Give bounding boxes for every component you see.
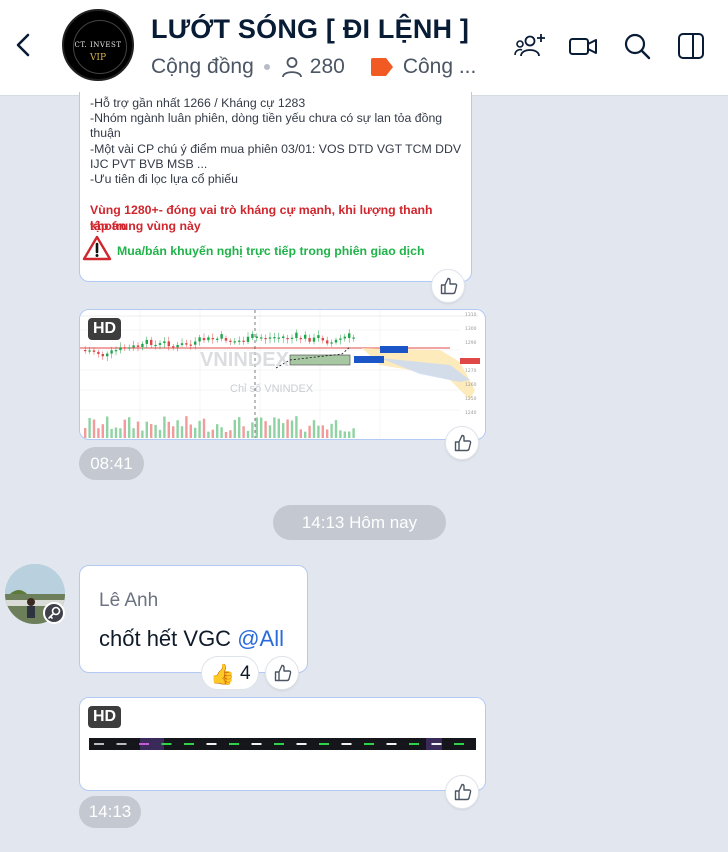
analysis-line: -Hỗ trợ gần nhất 1266 / Kháng cự 1283 xyxy=(90,96,306,110)
chat-header: CT. INVEST VIP LƯỚT SÓNG [ ĐI LỆNH ] Cộn… xyxy=(0,0,728,96)
video-call-icon[interactable] xyxy=(568,31,598,61)
like-button[interactable] xyxy=(445,775,479,809)
svg-text:1300: 1300 xyxy=(465,326,477,332)
group-avatar-line1: CT. INVEST xyxy=(74,41,122,49)
analysis-message[interactable]: -Hỗ trợ gần nhất 1266 / Kháng cự 1283 -N… xyxy=(79,92,472,282)
thumbs-up-icon xyxy=(454,434,472,452)
analysis-line: thuận xyxy=(90,126,121,140)
like-button[interactable] xyxy=(265,656,299,690)
resistance-note: Vùng 1280+- đóng vai trò kháng cự mạnh, … xyxy=(90,203,433,233)
hd-badge: HD xyxy=(88,706,122,728)
back-arrow-icon[interactable] xyxy=(12,30,36,60)
add-member-icon[interactable] xyxy=(514,31,548,61)
thumbs-up-icon xyxy=(274,664,292,682)
sidebar-panel-icon[interactable] xyxy=(676,31,706,61)
price-board-thumbnail xyxy=(80,698,484,789)
analysis-line: -Nhóm ngành luân phiên, dòng tiền yếu ch… xyxy=(90,111,443,125)
recommendation-note: Mua/bán khuyến nghị trực tiếp trong phiê… xyxy=(117,244,425,258)
svg-text:1290: 1290 xyxy=(465,340,477,346)
hd-badge: HD xyxy=(88,318,122,340)
chart-caption: Chỉ số VNINDEX xyxy=(230,383,314,395)
text-message[interactable]: Lê Anh chốt hết VGC @All xyxy=(79,565,308,673)
reaction-badge[interactable]: 👍 4 xyxy=(201,656,259,690)
analysis-line: IJC PVT BVB MSB ... xyxy=(90,157,208,171)
sender-name[interactable]: Lê Anh xyxy=(99,590,159,611)
day-separator: 14:13 Hôm nay xyxy=(273,505,446,540)
table-image-message[interactable]: HD xyxy=(79,697,486,791)
analysis-line: -Một vài CP chú ý điểm mua phiên 03/01: … xyxy=(90,142,462,156)
thumbs-up-icon xyxy=(440,277,458,295)
message-text: chốt hết VGC @All xyxy=(99,626,284,652)
message-time: 14:13 xyxy=(79,796,141,828)
member-icon[interactable] xyxy=(280,55,304,79)
message-body: chốt hết VGC xyxy=(99,626,238,651)
chart-image-message[interactable]: 1310 1300 1290 1270 1260 1250 1240 VNINDEX Ch… xyxy=(79,309,486,440)
chart-watermark: VNINDEX xyxy=(200,349,290,371)
group-subtitle: Cộng đồng 280 Công ... xyxy=(151,55,476,79)
admin-key-icon xyxy=(43,602,65,624)
separator-dot xyxy=(263,64,270,70)
thumbs-up-emoji: 👍 xyxy=(210,664,235,686)
svg-text:1240: 1240 xyxy=(465,410,477,416)
vnindex-chart-thumbnail: 1310 1300 1290 1270 1260 1250 1240 VNINDEX Ch… xyxy=(80,310,484,438)
like-button[interactable] xyxy=(431,269,465,303)
member-count[interactable]: 280 xyxy=(309,55,345,78)
mention-all[interactable]: @All xyxy=(237,626,284,651)
category-label[interactable]: Công ... xyxy=(402,55,477,78)
search-icon[interactable] xyxy=(622,31,652,61)
group-type: Cộng đồng xyxy=(151,55,254,78)
category-tag-icon xyxy=(370,58,393,76)
like-button[interactable] xyxy=(445,426,479,460)
svg-text:1270: 1270 xyxy=(465,368,477,374)
svg-text:1310: 1310 xyxy=(465,312,477,318)
svg-text:1250: 1250 xyxy=(465,396,477,402)
resistance-note: tập trung vùng này xyxy=(90,219,201,233)
group-avatar[interactable]: CT. INVEST VIP xyxy=(62,9,134,81)
analysis-line: -Ưu tiên đi lọc lựa cổ phiếu xyxy=(90,172,238,186)
svg-text:1260: 1260 xyxy=(465,382,477,388)
reaction-count: 4 xyxy=(240,663,251,684)
group-title[interactable]: LƯỚT SÓNG [ ĐI LỆNH ] xyxy=(151,14,470,44)
group-avatar-line2: VIP xyxy=(89,53,107,63)
thumbs-up-icon xyxy=(454,783,472,801)
warning-icon xyxy=(82,235,112,261)
message-time: 08:41 xyxy=(79,447,144,480)
